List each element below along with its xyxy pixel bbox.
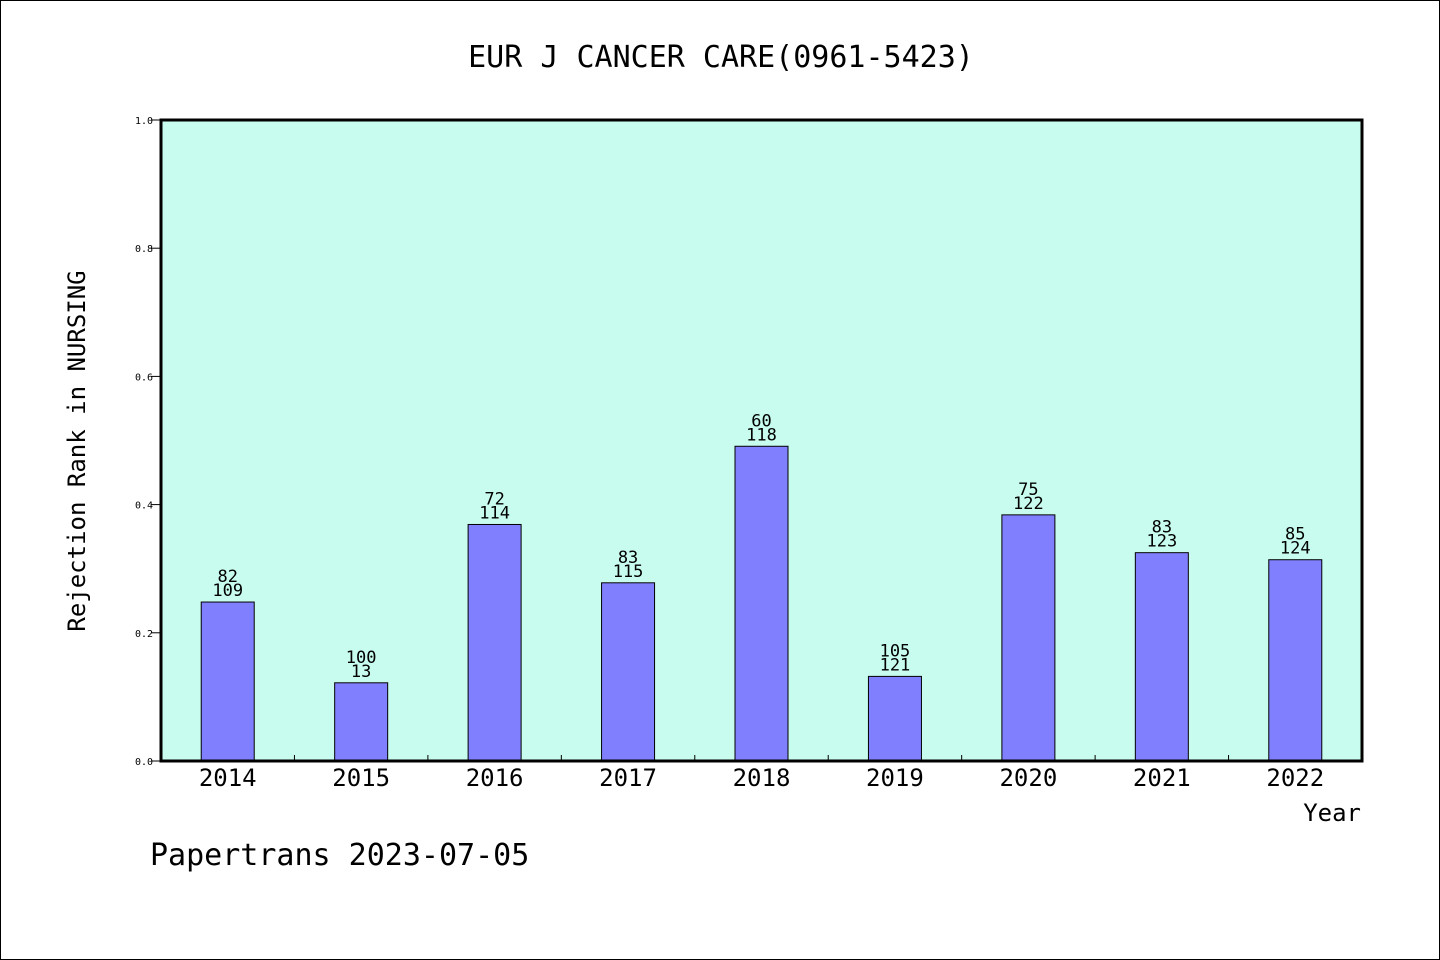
x-tick-label: 2015 <box>332 764 390 792</box>
bar-total-label: 13 <box>351 662 371 682</box>
bar <box>1268 559 1323 762</box>
footer-credit: Papertrans 2023-07-05 <box>150 838 529 873</box>
x-axis-label: Year <box>1303 799 1361 827</box>
bar <box>1134 552 1189 762</box>
x-tick-label: 2022 <box>1266 764 1324 792</box>
bar <box>1001 514 1056 762</box>
bar <box>601 582 656 762</box>
plot-border <box>159 118 1364 763</box>
bar-total-label: 124 <box>1280 539 1311 559</box>
x-tick-label: 2017 <box>599 764 657 792</box>
x-tick-label: 2016 <box>466 764 524 792</box>
x-tick-label: 2021 <box>1133 764 1191 792</box>
bar <box>467 523 522 762</box>
bar <box>200 601 255 762</box>
bar-rank-label: 83 <box>1152 518 1172 538</box>
y-axis-label: Rejection Rank in NURSING <box>63 270 91 631</box>
bar-total-label: 121 <box>880 655 911 675</box>
y-tick-label: 1.0 <box>135 116 153 127</box>
y-tick-label: 0.8 <box>135 244 153 255</box>
y-axis-ticks: 0.0 0.2 0.4 0.6 0.8 1.0 <box>135 116 161 768</box>
bar-total-label: 118 <box>746 425 777 445</box>
bar-total-label: 114 <box>479 503 510 523</box>
bar-total-label: 123 <box>1146 532 1177 552</box>
bar <box>334 682 389 762</box>
x-axis-ticks: 2014 2015 2016 2017 2018 2019 2020 2021 2022 <box>199 755 1324 792</box>
bar-rank-label: 85 <box>1285 525 1305 545</box>
bar-rank-label: 105 <box>880 641 911 661</box>
bar-rank-label: 82 <box>217 567 237 587</box>
bar-series: 8210910013721148311560118105121751228312… <box>200 411 1323 762</box>
bar-rank-label: 72 <box>484 489 504 509</box>
y-tick-label: 0.2 <box>135 629 153 640</box>
bar-total-label: 115 <box>613 562 644 582</box>
bar-rank-label: 75 <box>1018 480 1038 500</box>
x-tick-label: 2019 <box>866 764 924 792</box>
chart-title: EUR J CANCER CARE(0961-5423) <box>468 40 974 75</box>
y-tick-label: 0.4 <box>135 501 153 512</box>
bar-rank-label: 100 <box>346 648 377 668</box>
x-tick-label: 2020 <box>999 764 1057 792</box>
bar-rank-label: 83 <box>618 548 638 568</box>
bar-rank-label: 60 <box>751 411 771 431</box>
x-tick-label: 2014 <box>199 764 257 792</box>
bar <box>734 445 789 762</box>
x-tick-label: 2018 <box>733 764 791 792</box>
y-tick-label: 0.6 <box>135 372 153 383</box>
y-tick-label: 0.0 <box>135 757 153 768</box>
bar-total-label: 109 <box>212 581 243 601</box>
bar <box>867 675 922 762</box>
bar-total-label: 122 <box>1013 494 1044 514</box>
